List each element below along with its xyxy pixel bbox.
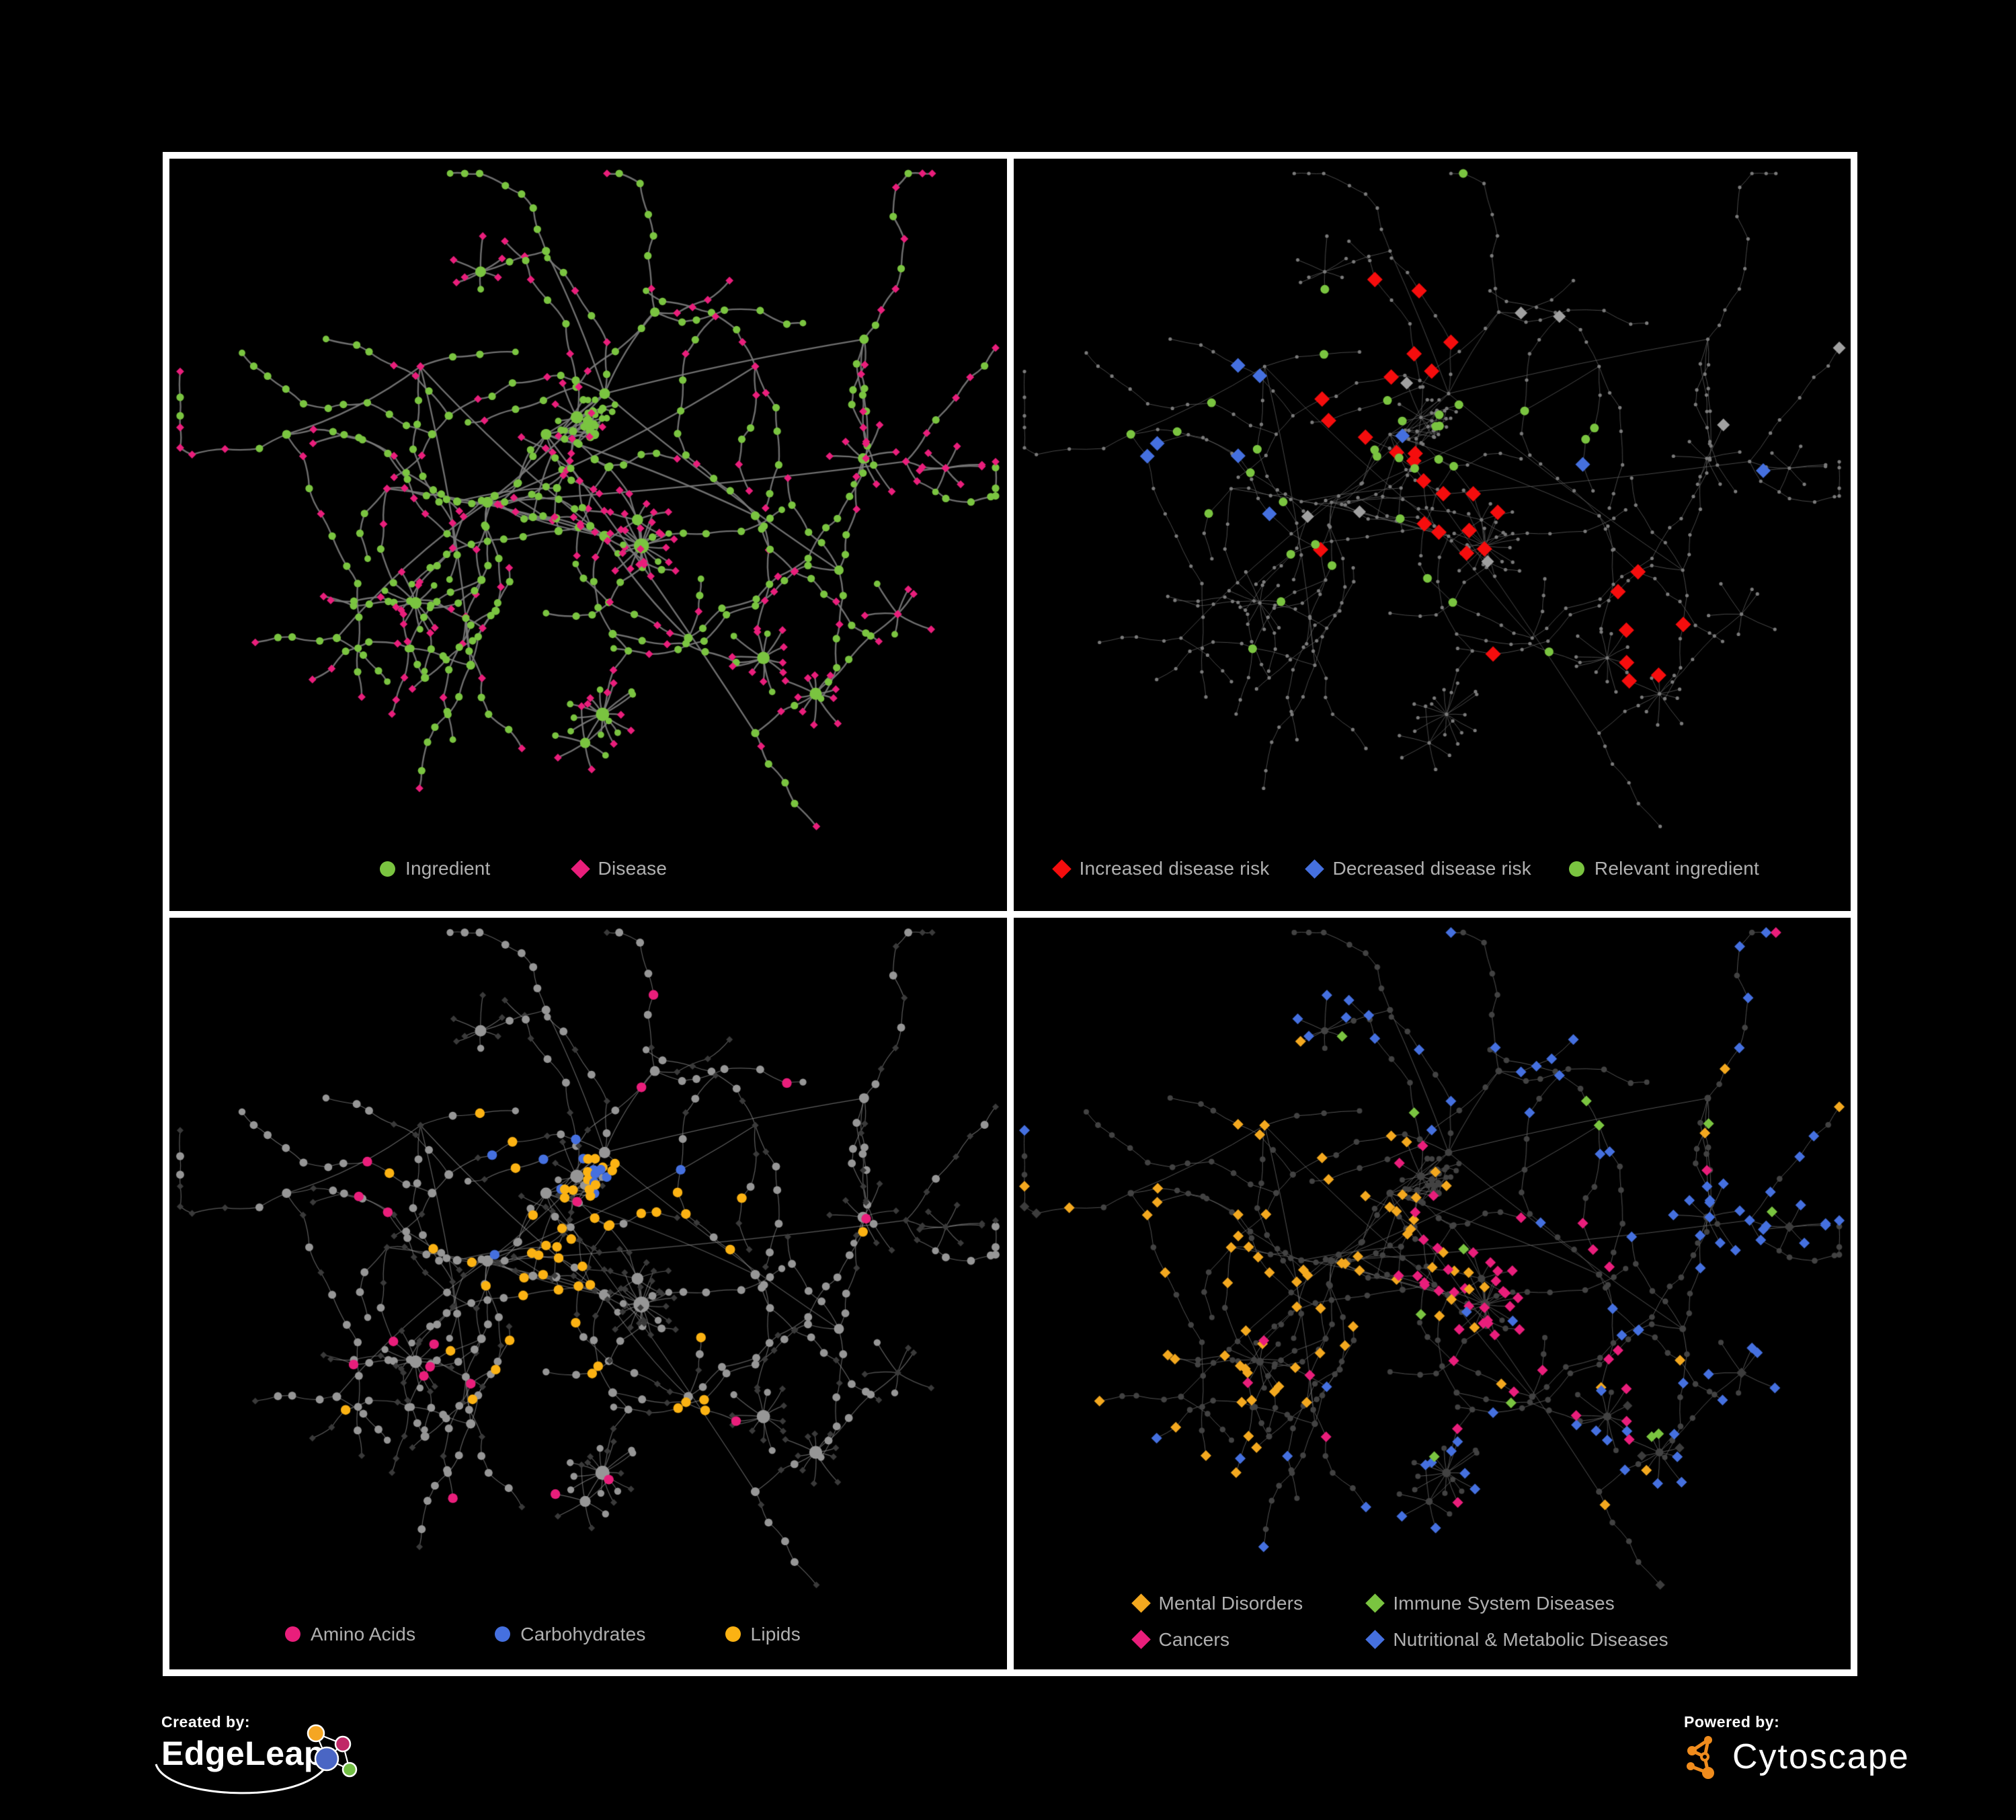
edgeleap-network-icon: [307, 1724, 358, 1778]
lipids-circle-icon: [725, 1626, 741, 1642]
cytoscape-credit: Powered by: Cytoscape: [1684, 1713, 1966, 1801]
relevant-ingredient-circle-icon: [1568, 861, 1584, 877]
edgeleap-wordmark: EdgeLeap: [161, 1735, 325, 1772]
cytoscape-network-icon: [1687, 1736, 1714, 1779]
ingredient-category-network-canvas: [169, 917, 1007, 1669]
panel-disease-risk: Increased disease risk Decreased disease…: [1013, 159, 1851, 911]
ingredient-circle-icon: [380, 861, 395, 877]
legend-label: Decreased disease risk: [1332, 858, 1531, 879]
legend-item-immune-system-diseases: Immune System Diseases: [1365, 1592, 1668, 1614]
nutritional-metabolic-diamond-icon: [1365, 1630, 1385, 1649]
ingredient-disease-network-canvas: [169, 159, 1007, 911]
decreased-risk-diamond-icon: [1305, 859, 1325, 879]
created-by-label: Created by:: [161, 1713, 251, 1731]
legend-item-mental-disorders: Mental Disorders: [1131, 1592, 1303, 1614]
legend-label: Carbohydrates: [520, 1623, 646, 1645]
amino-acids-circle-icon: [285, 1626, 300, 1642]
legend-item-cancers: Cancers: [1131, 1628, 1303, 1651]
legend-label: Increased disease risk: [1079, 858, 1270, 879]
mental-disorders-diamond-icon: [1131, 1593, 1151, 1613]
legend-item-increased-risk: Increased disease risk: [1051, 858, 1270, 879]
legend-label: Amino Acids: [311, 1623, 416, 1645]
increased-risk-diamond-icon: [1051, 859, 1072, 879]
legend-disease-categories: Mental Disorders Immune System Diseases …: [1131, 1592, 1668, 1651]
legend-label: Mental Disorders: [1158, 1592, 1303, 1614]
legend-label: Lipids: [750, 1623, 801, 1645]
legend-item-amino-acids: Amino Acids: [285, 1624, 415, 1645]
legend-label: Disease: [598, 858, 668, 879]
legend-item-disease: Disease: [570, 858, 668, 879]
legend-ingredient-categories: Amino Acids Carbohydrates Lipids: [285, 1624, 801, 1645]
panel-disease-categories: Mental Disorders Immune System Diseases …: [1013, 917, 1851, 1669]
legend-item-relevant-ingredient: Relevant ingredient: [1568, 858, 1759, 879]
immune-system-diseases-diamond-icon: [1365, 1593, 1385, 1613]
figure-grid: Ingredient Disease Increased disease ris…: [163, 152, 1857, 1676]
cancers-diamond-icon: [1131, 1630, 1151, 1649]
legend-item-decreased-risk: Decreased disease risk: [1305, 858, 1531, 879]
carbohydrates-circle-icon: [495, 1626, 511, 1642]
cytoscape-wordmark: Cytoscape: [1732, 1737, 1910, 1776]
legend-item-nutritional-metabolic-diseases: Nutritional & Metabolic Diseases: [1365, 1628, 1668, 1651]
legend-disease-risk: Increased disease risk Decreased disease…: [1051, 858, 1759, 879]
disease-risk-network-canvas: [1013, 159, 1851, 911]
edgeleap-credit: Created by: EdgeLeap: [155, 1713, 390, 1807]
legend-label: Cancers: [1158, 1628, 1230, 1650]
legend-label: Ingredient: [405, 858, 491, 879]
legend-label: Relevant ingredient: [1594, 858, 1759, 879]
legend-ingredient-disease: Ingredient Disease: [380, 858, 667, 879]
powered-by-label: Powered by:: [1684, 1713, 1780, 1731]
panel-ingredient-disease: Ingredient Disease: [169, 159, 1007, 911]
disease-diamond-icon: [570, 859, 590, 879]
legend-item-carbohydrates: Carbohydrates: [495, 1624, 645, 1645]
panel-ingredient-categories: Amino Acids Carbohydrates Lipids: [169, 917, 1007, 1669]
legend-label: Nutritional & Metabolic Diseases: [1393, 1628, 1668, 1650]
disease-category-network-canvas: [1013, 917, 1851, 1669]
edgeleap-swoosh-icon: [155, 1755, 333, 1794]
legend-item-lipids: Lipids: [725, 1624, 801, 1645]
legend-label: Immune System Diseases: [1393, 1592, 1615, 1614]
legend-item-ingredient: Ingredient: [380, 858, 491, 879]
